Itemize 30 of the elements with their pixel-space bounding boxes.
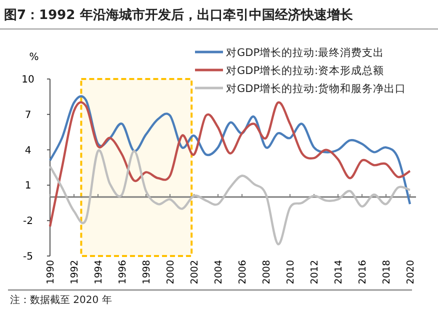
x-tick-label: 2014 — [334, 260, 344, 284]
line-series — [48, 150, 412, 246]
y-tick-label: -5 — [23, 252, 33, 262]
x-tick-label: 2004 — [214, 260, 224, 284]
y-tick-label: 4 — [24, 145, 32, 156]
x-tick-label: 2002 — [190, 260, 200, 284]
line-series — [48, 101, 412, 228]
x-tick-label: 1992 — [70, 260, 80, 284]
x-tick-label: 2020 — [406, 260, 416, 284]
y-tick-label: 10 — [22, 74, 34, 86]
legend-label: 对GDP增长的拉动:资本形成总额 — [226, 64, 384, 77]
x-tick-label: 2010 — [286, 260, 296, 284]
x-tick-label: 1998 — [142, 260, 152, 284]
y-axis-title: % — [29, 52, 39, 63]
x-tick-label: 1994 — [94, 260, 104, 284]
x-tick-label: 2008 — [262, 260, 272, 284]
legend-label: 对GDP增长的拉动:最终消费支出 — [226, 46, 384, 59]
x-tick-label: 2000 — [166, 260, 176, 284]
x-tick-label: 2012 — [310, 260, 320, 284]
x-tick-label: 2018 — [382, 260, 392, 284]
x-tick-label: 2016 — [358, 260, 368, 284]
legend-label: 对GDP增长的拉动:货物和服务净出口 — [226, 82, 406, 95]
y-tick-label: -2 — [23, 216, 33, 228]
x-tick-label: 2006 — [238, 260, 248, 284]
x-tick-label: 1990 — [46, 260, 56, 284]
y-tick-label: 1 — [24, 180, 32, 192]
text: 注：数据截至 2020 年 — [10, 294, 112, 306]
chart-title: 图7：1992 年沿海城市开发后，出口牵引中国经济快速增长 — [4, 7, 354, 23]
x-tick-label: 1996 — [118, 260, 128, 284]
y-tick-label: 7 — [24, 110, 32, 121]
